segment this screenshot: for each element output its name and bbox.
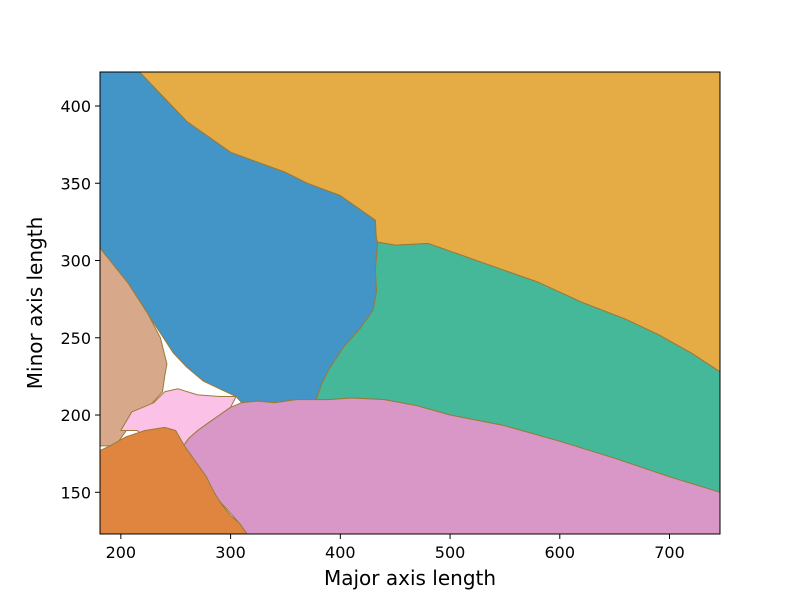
y-ticks: 150 200 250 300 350 400 — [60, 97, 100, 502]
x-tick-label: 300 — [215, 543, 246, 562]
x-tick-label: 200 — [106, 543, 137, 562]
plot-frame — [99, 71, 721, 535]
y-tick-label: 150 — [60, 483, 91, 502]
x-ticks: 200 300 400 500 600 700 — [106, 534, 685, 562]
y-tick-label: 200 — [60, 406, 91, 425]
decision-regions — [99, 71, 721, 535]
y-tick-label: 250 — [60, 329, 91, 348]
x-axis-label: Major axis length — [324, 566, 496, 590]
y-tick-label: 300 — [60, 252, 91, 271]
x-tick-label: 700 — [654, 543, 685, 562]
y-axis-label: Minor axis length — [23, 217, 47, 389]
y-tick-label: 350 — [60, 174, 91, 193]
x-tick-label: 500 — [435, 543, 466, 562]
x-tick-label: 400 — [325, 543, 356, 562]
x-tick-label: 600 — [545, 543, 576, 562]
decision-region-6 — [99, 426, 248, 535]
decision-region-5 — [155, 397, 721, 535]
y-tick-label: 400 — [60, 97, 91, 116]
